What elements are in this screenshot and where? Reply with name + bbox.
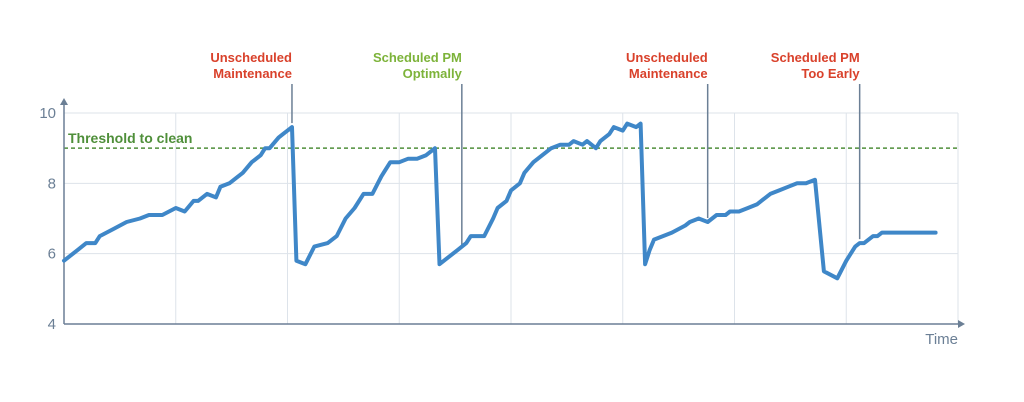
annotation-label: Optimally bbox=[403, 66, 463, 81]
y-axis-arrow-icon bbox=[60, 98, 68, 105]
y-tick-label: 8 bbox=[48, 175, 56, 192]
axes: Time bbox=[60, 98, 965, 348]
series-line bbox=[62, 121, 938, 281]
y-tick-label: 6 bbox=[48, 246, 56, 263]
y-tick-label: 10 bbox=[39, 105, 56, 122]
annotation-label: Scheduled PM bbox=[771, 50, 860, 65]
annotation-label: Unscheduled bbox=[626, 50, 708, 65]
threshold: Threshold to clean bbox=[64, 130, 958, 149]
x-axis-arrow-icon bbox=[958, 320, 965, 328]
annotation-label: Too Early bbox=[801, 66, 860, 81]
y-tick-label: 4 bbox=[48, 316, 56, 333]
series-group bbox=[62, 121, 938, 281]
y-ticks: 4 6 8 10 bbox=[39, 105, 56, 333]
annotation-label: Maintenance bbox=[213, 66, 292, 81]
annotation-label: Maintenance bbox=[629, 66, 708, 81]
annotation-label: Scheduled PM bbox=[373, 50, 462, 65]
threshold-label: Threshold to clean bbox=[68, 130, 192, 146]
annotation-label: Unscheduled bbox=[210, 50, 292, 65]
x-axis-title: Time bbox=[925, 331, 958, 348]
grid bbox=[64, 112, 959, 325]
